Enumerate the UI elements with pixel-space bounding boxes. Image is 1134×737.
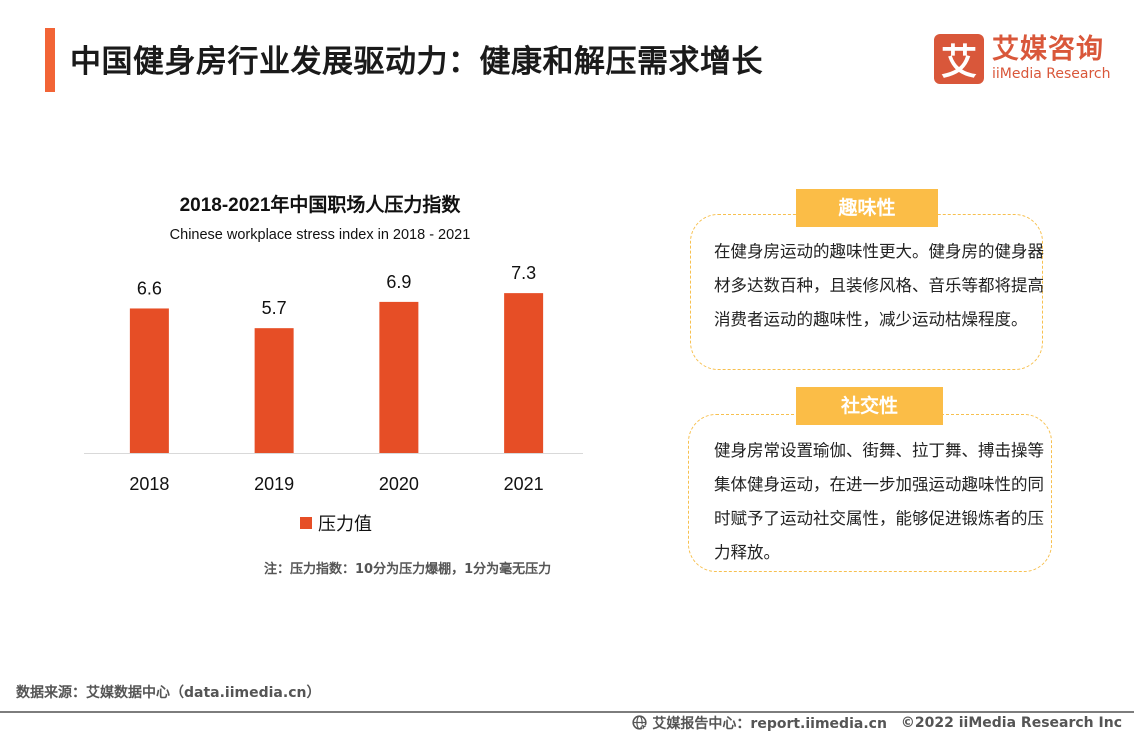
logo-mark-icon: 艾 — [934, 34, 984, 84]
x-tick-2020: 2020 — [379, 474, 419, 494]
card-fun-tag: 趣味性 — [796, 189, 938, 227]
data-label-2019: 5.7 — [262, 298, 287, 318]
legend-label: 压力值 — [318, 514, 372, 535]
copyright: ©2022 iiMedia Research Inc — [900, 715, 1122, 731]
chart-legend: 压力值 — [300, 510, 372, 536]
logo-text: 艾媒咨询 iiMedia Research — [992, 35, 1111, 83]
chart-note: 注：压力指数：10分为压力爆棚，1分为毫无压力 — [264, 562, 552, 577]
data-label-2018: 6.6 — [137, 278, 162, 298]
card-social-text: 健身房常设置瑜伽、街舞、拉丁舞、搏击操等集体健身运动，在进一步加强运动趣味性的同… — [714, 441, 1044, 562]
x-tick-2018: 2018 — [129, 474, 169, 494]
bar-2021 — [504, 293, 544, 453]
globe-cursor-icon — [632, 715, 649, 731]
bar-2020 — [379, 301, 419, 453]
chart-title: 2018-2021年中国职场人压力指数 — [179, 195, 461, 216]
data-label-2021: 7.3 — [511, 263, 536, 283]
legend-swatch — [300, 517, 312, 529]
x-tick-2021: 2021 — [504, 474, 544, 494]
card-social-tag: 社交性 — [796, 387, 943, 425]
footer: 艾媒报告中心：report.iimedia.cn ©2022 iiMedia R… — [632, 713, 1122, 733]
logo-en: iiMedia Research — [992, 66, 1111, 82]
data-label-2020: 6.9 — [386, 272, 411, 292]
title-accent-bar — [45, 28, 55, 92]
x-tick-2019: 2019 — [254, 474, 294, 494]
bar-2018 — [129, 308, 169, 453]
data-source: 数据来源：艾媒数据中心（data.iimedia.cn） — [16, 685, 321, 701]
brand-logo: 艾 艾媒咨询 iiMedia Research — [934, 33, 1111, 85]
bar-2019 — [254, 328, 294, 453]
logo-cn: 艾媒咨询 — [992, 34, 1104, 65]
report-center-link[interactable]: 艾媒报告中心：report.iimedia.cn — [652, 716, 887, 732]
footer-divider — [0, 711, 1134, 713]
page-title: 中国健身房行业发展驱动力：健康和解压需求增长 — [70, 44, 763, 80]
chart-subtitle: Chinese workplace stress index in 2018 -… — [169, 227, 471, 243]
card-fun-text: 在健身房运动的趣味性更大。健身房的健身器材多达数百种，且装修风格、音乐等都将提高… — [714, 242, 1044, 329]
